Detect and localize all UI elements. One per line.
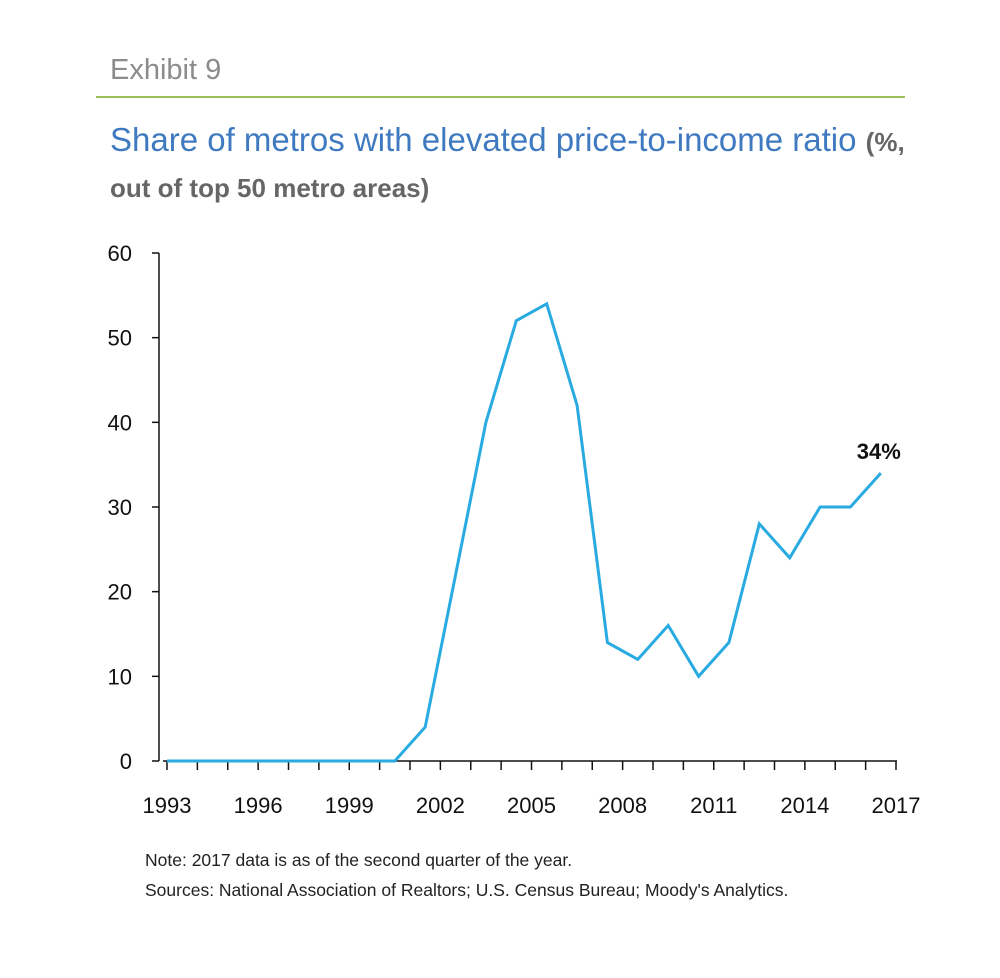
chart-axes: 0 10 20 30 40 50 60 1993 1996 1999 2002 2005 2008 201… — [108, 241, 921, 818]
chart-marks: 34% — [167, 301, 901, 763]
y-tick-label: 50 — [108, 326, 132, 351]
x-tick-label: 2017 — [872, 793, 921, 818]
header-divider — [96, 96, 905, 98]
chart-subtitle: (%, out of top 50 metro areas) — [110, 127, 905, 203]
y-tick-label: 40 — [108, 410, 132, 435]
chart-note: Note: 2017 data is as of the second quar… — [145, 850, 573, 870]
x-tick-label: 1999 — [325, 793, 374, 818]
chart-title-block: Share of metros with elevated price-to-i… — [110, 118, 930, 210]
x-tick-label: 2011 — [690, 793, 737, 818]
y-tick-label: 60 — [108, 241, 132, 266]
end-value-label: 34% — [857, 439, 901, 464]
x-tick-label: 1996 — [234, 793, 283, 818]
exhibit-label: Exhibit 9 — [110, 54, 222, 86]
x-tick-label: 2005 — [507, 793, 556, 818]
chart-title: Share of metros with elevated price-to-i… — [110, 121, 857, 158]
x-tick-label: 1993 — [143, 793, 192, 818]
x-tick-label: 2014 — [780, 793, 829, 818]
y-tick-label: 0 — [120, 749, 132, 774]
chart-notes: Note: 2017 data is as of the second quar… — [145, 845, 788, 905]
y-tick-label: 20 — [108, 580, 132, 605]
x-tick-label: 2008 — [598, 793, 647, 818]
x-tick-label: 2002 — [416, 793, 465, 818]
y-tick-label: 30 — [108, 495, 132, 520]
y-tick-label: 10 — [108, 664, 132, 689]
chart-sources: Sources: National Association of Realtor… — [145, 880, 789, 900]
series-line — [167, 301, 882, 763]
